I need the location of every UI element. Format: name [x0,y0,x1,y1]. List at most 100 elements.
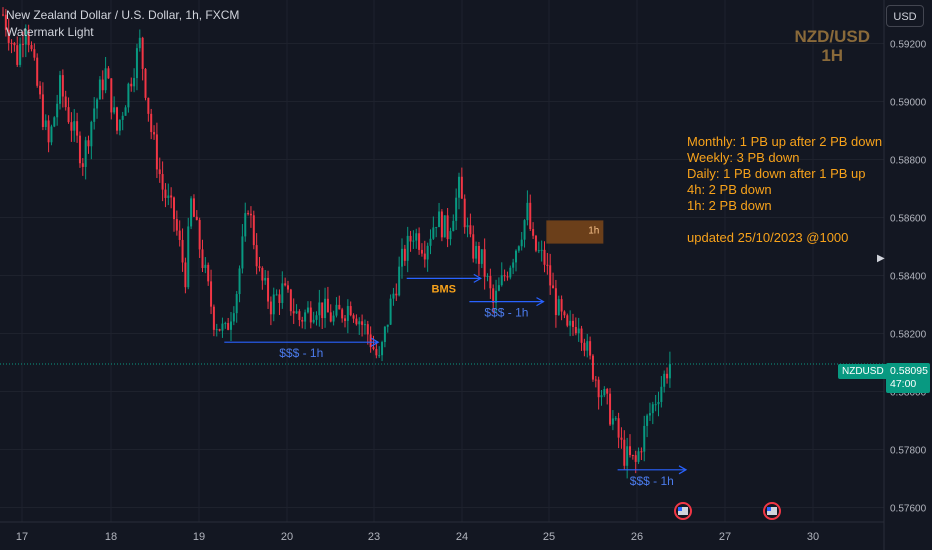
x-tick-label: 30 [807,531,819,543]
candle-body [563,311,566,316]
candle-body [460,176,463,199]
candle-body [41,94,44,127]
candle-body [657,401,660,405]
candle-body [329,312,332,322]
candle-body [138,37,141,49]
candle-body [532,229,535,236]
candle-body [606,388,609,394]
candle-body [13,42,16,46]
candle-body [566,315,569,326]
candle-body [463,198,466,228]
candle-body [298,311,301,320]
candle-body [50,126,53,143]
candle-body [455,197,458,221]
currency-button[interactable]: USD [886,5,924,27]
candle-body [361,321,364,325]
candle-body [312,319,315,323]
candle-body [36,57,39,86]
candle-body [241,236,244,269]
candle-body [221,323,224,331]
candle-body [557,299,560,316]
bms-label: BMS [432,283,456,295]
expand-arrow-icon[interactable]: ▶ [877,253,885,264]
candle-body [84,140,87,167]
candle-body [549,265,552,286]
candle-body [258,266,261,268]
candle-body [33,49,36,58]
candle-body [420,249,423,254]
candle-body [668,363,671,379]
candle-body [509,267,512,278]
x-tick-label: 18 [105,531,117,543]
candle-body [192,198,195,217]
candle-body [458,176,460,198]
candle-body [406,235,409,261]
candle-body [611,418,614,425]
candle-body [560,299,563,312]
candle-body [224,323,227,325]
candle-body [284,283,287,286]
candle-body [144,68,147,98]
watermark-symbol: NZD/USD [794,27,870,46]
candle-body [155,134,158,170]
candle-body [130,83,133,87]
note-1h: 1h: 2 PB down [687,198,772,213]
flag-icon [678,507,688,515]
candle-body [363,324,366,326]
candle-body [127,83,130,108]
y-tick-label: 0.58400 [890,272,927,283]
candle-body [27,30,30,46]
candle-body [403,248,406,261]
candle-body [537,250,540,252]
candle-body [44,120,47,127]
candle-body [392,293,395,299]
candle-body [178,230,181,240]
candle-body [355,318,358,325]
candle-body [70,122,73,131]
candle-body [64,96,67,108]
watermark-interval: 1H [821,46,844,65]
candle-body [30,45,33,50]
note-monthly: Monthly: 1 PB up after 2 PB down [687,134,883,149]
candle-body [147,97,150,114]
candle-body [600,395,603,398]
candle-body [577,328,580,334]
candle-body [654,404,657,406]
candle-body [375,349,378,356]
candle-body [603,388,606,396]
candle-body [67,107,70,123]
candle-body [452,220,455,232]
candle-body [523,220,526,240]
candle-body [289,289,292,312]
candle-body [164,189,167,198]
candle-body [338,304,341,310]
x-tick-label: 26 [631,531,643,543]
candle-body [267,277,270,302]
candle-body [381,342,384,356]
candle-body [432,227,435,239]
indicator-label[interactable]: Watermark Light [6,25,94,39]
candle-body [401,248,403,267]
candle-body [93,108,96,122]
candle-body [210,281,213,307]
candle-body [318,302,321,316]
candle-body [369,334,372,348]
candle-body [580,328,583,343]
current-price: 0.58095 [890,365,928,377]
candle-body [204,264,207,268]
supply-zone[interactable] [546,220,604,244]
candle-body [175,219,178,231]
y-tick-label: 0.59000 [890,98,927,109]
candle-body [141,37,144,69]
candle-body [569,320,572,326]
candle-body [520,239,523,247]
candle-body [534,235,537,251]
candle-body [426,245,429,260]
candle-body [626,446,629,466]
candle-body [366,324,369,335]
arrow-head [536,297,545,307]
candle-body [378,355,381,357]
candle-body [195,216,198,221]
